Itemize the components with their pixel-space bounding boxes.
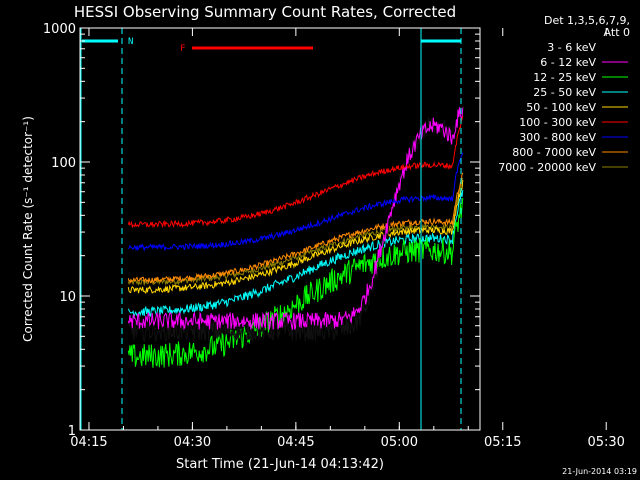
y-tick-label: 10 (59, 290, 76, 305)
legend-header: Det 1,3,5,6,7,9, (544, 14, 630, 27)
y-axis-label: Corrected Count Rate (s⁻¹ detector⁻¹) (21, 116, 35, 342)
legend-entry-label: 300 - 800 keV (519, 131, 596, 144)
night-label: N (128, 37, 133, 47)
legend: Det 1,3,5,6,7,9,Att 0 3 - 6 keV 6 - 12 keV… (498, 14, 630, 174)
y-tick-label: 100 (51, 156, 76, 171)
legend-entry-label: 6 - 12 keV (540, 56, 596, 69)
series-line (127, 189, 464, 319)
legend-entry-label: 800 - 7000 keV (512, 146, 596, 159)
x-axis-label: Start Time (21-Jun-14 04:13:42) (176, 457, 384, 472)
annotation-layer: NF (80, 28, 462, 430)
flare-label: F (180, 44, 185, 54)
x-tick-label: 05:30 (587, 435, 624, 450)
series-layer (127, 106, 464, 368)
x-tick-label: 04:15 (70, 435, 107, 450)
series-line (127, 115, 464, 229)
legend-entry-label: 25 - 50 keV (533, 86, 596, 99)
chart-title: HESSI Observing Summary Count Rates, Cor… (74, 3, 456, 21)
plot-frame (79, 27, 481, 431)
legend-entry-label: 7000 - 20000 keV (498, 161, 596, 174)
footer-timestamp: 21-Jun-2014 03:19 (562, 467, 637, 476)
legend-header: Att 0 (604, 26, 630, 39)
x-tick-label: 05:00 (381, 435, 418, 450)
x-tick-label: 05:15 (484, 435, 521, 450)
x-tick-label: 04:30 (174, 435, 211, 450)
legend-entry-label: 3 - 6 keV (547, 41, 596, 54)
legend-entry-label: 12 - 25 keV (533, 71, 596, 84)
legend-entry-label: 100 - 300 keV (519, 116, 596, 129)
y-axis: 1 10 100 1000 (43, 22, 480, 439)
series-line (127, 197, 464, 368)
legend-entry-label: 50 - 100 keV (526, 101, 596, 114)
series-line (127, 180, 464, 294)
y-tick-label: 1000 (43, 22, 76, 37)
y-tick-label: 1 (68, 424, 76, 439)
series-line (127, 107, 464, 330)
series-line (127, 152, 464, 252)
series-line (127, 172, 464, 284)
x-tick-label: 04:45 (277, 435, 314, 450)
